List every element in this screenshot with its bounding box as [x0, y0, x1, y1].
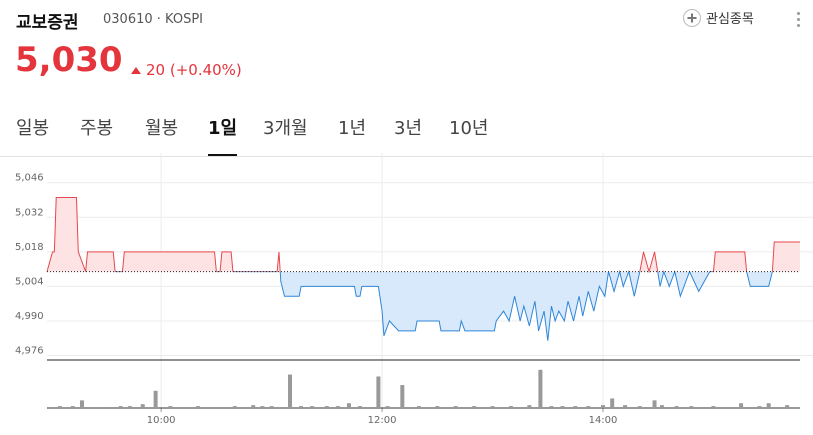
change-text: 20 (+0.40%): [146, 61, 242, 79]
volume-bar: [385, 406, 390, 408]
price-change: 20 (+0.40%): [131, 61, 242, 79]
volume-bar: [400, 385, 405, 408]
volume-bar: [766, 403, 771, 408]
period-tab[interactable]: 월봉: [145, 118, 179, 139]
volume-bar: [610, 398, 615, 408]
volume-bar: [659, 405, 664, 408]
volume-bar: [601, 405, 606, 408]
volume-bar: [140, 404, 145, 408]
volume-bar: [357, 406, 362, 408]
volume-bar: [260, 406, 265, 408]
volume-bar: [335, 406, 340, 408]
volume-bar: [674, 406, 679, 408]
volume-bar: [435, 406, 440, 408]
volume-bar: [310, 406, 315, 408]
favorite-button[interactable]: 관심종목: [683, 8, 754, 27]
volume-bar: [623, 405, 628, 408]
volume-bar: [376, 376, 381, 408]
x-tick-label: 14:00: [589, 415, 618, 426]
volume-bar: [79, 400, 84, 408]
volume-bar: [711, 406, 716, 408]
volume-bar: [785, 405, 790, 408]
y-tick-label: 5,018: [15, 242, 44, 253]
volume-bar: [195, 406, 200, 408]
volume-bar: [689, 406, 694, 408]
volume-bar: [251, 405, 256, 408]
period-tab[interactable]: 3개월: [263, 118, 308, 139]
volume-bar: [586, 406, 591, 408]
period-tab[interactable]: 일봉: [16, 118, 50, 139]
volume-bar: [472, 406, 477, 408]
x-tick-label: 12:00: [368, 415, 397, 426]
volume-bar: [299, 406, 304, 408]
price-area: [47, 271, 800, 341]
current-price: 5,030: [15, 40, 123, 80]
volume-bar: [118, 406, 123, 408]
period-tab[interactable]: 10년: [449, 118, 489, 139]
volume-bar: [127, 406, 132, 408]
volume-bar: [153, 390, 158, 408]
plus-icon: [683, 8, 701, 27]
volume-bar: [324, 406, 329, 408]
favorite-label: 관심종목: [706, 12, 754, 27]
volume-bar: [57, 406, 62, 408]
period-tab[interactable]: 3년: [394, 118, 423, 139]
volume-bar: [232, 406, 237, 408]
volume-bar: [652, 400, 657, 408]
y-tick-label: 4,990: [15, 311, 44, 322]
stock-name: 교보증권: [16, 13, 79, 33]
volume-bar: [70, 406, 75, 408]
price-area: [47, 197, 800, 272]
volume-bar: [168, 406, 173, 408]
x-tick-label: 10:00: [147, 415, 176, 426]
volume-bar: [637, 406, 642, 408]
volume-bar: [508, 406, 513, 408]
period-tabs: 일봉 주봉 월봉 1일 3개월 1년 3년 10년: [0, 110, 813, 157]
volume-bar: [269, 406, 274, 408]
y-tick-label: 4,976: [15, 346, 44, 357]
volume-bar: [560, 406, 565, 408]
period-tab[interactable]: 1일: [208, 114, 238, 156]
volume-bar: [288, 374, 293, 408]
period-tab[interactable]: 주봉: [80, 118, 114, 139]
volume-bar: [549, 406, 554, 408]
volume-bar: [538, 369, 543, 408]
volume-bar: [416, 406, 421, 408]
stock-code: 030610 · KOSPI: [103, 12, 203, 27]
price-line: [46, 197, 800, 272]
volume-bar: [94, 407, 99, 408]
volume-bar: [527, 405, 532, 408]
volume-bar: [573, 406, 578, 408]
volume-bar: [453, 406, 458, 408]
volume-bar: [739, 403, 744, 408]
price-line: [46, 271, 773, 341]
y-tick-label: 5,046: [15, 173, 44, 184]
volume-bar: [346, 403, 351, 408]
period-tab[interactable]: 1년: [338, 118, 367, 139]
volume-bar: [490, 406, 495, 408]
more-menu[interactable]: [797, 12, 800, 30]
y-tick-label: 5,032: [15, 207, 44, 218]
y-tick-label: 5,004: [15, 276, 44, 287]
volume-bar: [757, 406, 762, 408]
